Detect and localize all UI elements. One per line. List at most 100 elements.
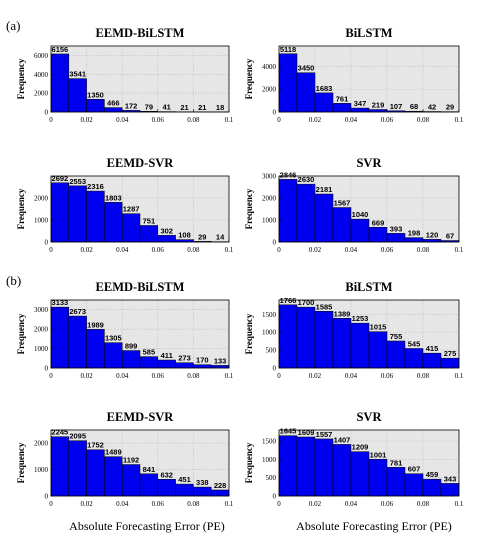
- bar: [175, 362, 194, 369]
- bar-value-label: 1567: [334, 199, 351, 208]
- x-tick-label: 0.02: [309, 500, 322, 508]
- x-tick-label: 0.04: [345, 372, 358, 380]
- bar: [104, 107, 123, 113]
- section-label-a: (a): [6, 18, 20, 33]
- bar-value-label: 3133: [52, 298, 69, 307]
- bar-value-label: 415: [426, 344, 439, 353]
- panel-title: BiLSTM: [345, 280, 392, 294]
- bar-value-label: 2846: [280, 170, 297, 179]
- bar: [86, 190, 105, 243]
- x-tick-label: 0.06: [381, 372, 394, 380]
- bar: [350, 322, 370, 369]
- x-axis-label-left: Absolute Forecasting Error (PE): [69, 519, 225, 533]
- bar: [104, 202, 123, 243]
- x-tick-label: 0.04: [345, 246, 358, 254]
- y-axis-label: Frequency: [244, 442, 254, 483]
- bar: [296, 306, 316, 369]
- x-tick-label: 0.06: [152, 500, 165, 508]
- bar-value-label: 172: [125, 101, 138, 110]
- bar-value-label: 451: [178, 475, 191, 484]
- bar: [368, 227, 388, 243]
- bar-value-label: 1287: [123, 205, 140, 214]
- bar-value-label: 393: [390, 224, 403, 233]
- y-tick-label: 4000: [262, 63, 277, 71]
- bar: [121, 213, 141, 243]
- y-axis-label: Frequency: [244, 188, 254, 229]
- plot-frame: [278, 429, 460, 497]
- x-tick-label: 0: [277, 246, 281, 254]
- bar: [386, 340, 406, 369]
- x-tick-label: 0.04: [345, 116, 358, 124]
- bar: [157, 479, 176, 497]
- bar: [386, 467, 406, 497]
- bar-value-label: 2630: [298, 175, 315, 184]
- y-tick-label: 2000: [34, 326, 49, 334]
- bar: [296, 436, 316, 497]
- bar: [404, 348, 424, 369]
- x-tick-label: 0.06: [381, 500, 394, 508]
- bar-value-label: 2553: [69, 177, 86, 186]
- bar: [175, 483, 194, 497]
- bar: [314, 92, 334, 113]
- x-axis-label-right: Absolute Forecasting Error (PE): [296, 519, 452, 533]
- y-tick-label: 1000: [34, 345, 49, 353]
- bar-value-label: 632: [160, 470, 173, 479]
- bar-value-label: 1305: [105, 334, 122, 343]
- bar-value-label: 1489: [105, 448, 122, 457]
- bar: [121, 464, 141, 497]
- bar: [296, 72, 316, 113]
- bar-value-label: 1015: [370, 323, 387, 332]
- bar-value-label: 2316: [87, 182, 104, 191]
- bar-value-label: 545: [408, 339, 421, 348]
- bar-value-label: 29: [446, 103, 454, 112]
- panel-title: SVR: [356, 156, 382, 170]
- x-tick-label: 0.04: [345, 500, 358, 508]
- y-tick-label: 1000: [262, 329, 277, 337]
- bar: [157, 359, 176, 369]
- bar-value-label: 1752: [87, 441, 104, 450]
- panel-title: EEMD-BiLSTM: [96, 26, 185, 40]
- bar: [50, 182, 70, 243]
- x-tick-label: 0.08: [187, 372, 200, 380]
- y-axis-label: Frequency: [244, 313, 254, 354]
- x-tick-label: 0.06: [152, 372, 165, 380]
- bar: [350, 107, 370, 113]
- bar-value-label: 5118: [280, 45, 296, 54]
- y-tick-label: 0: [45, 365, 49, 373]
- x-tick-label: 0.1: [225, 116, 234, 124]
- y-tick-label: 2000: [262, 195, 277, 203]
- x-tick-label: 0: [277, 372, 281, 380]
- bar: [86, 449, 105, 497]
- y-axis-label: Frequency: [244, 58, 254, 99]
- x-tick-label: 0: [49, 246, 53, 254]
- panel-title: BiLSTM: [345, 26, 392, 40]
- bar-value-label: 1350: [87, 90, 104, 99]
- bar-value-label: 347: [354, 99, 367, 108]
- bar: [157, 235, 176, 243]
- section-label-b: (b): [6, 273, 21, 288]
- bar-value-label: 273: [178, 354, 191, 363]
- x-tick-label: 0.06: [381, 246, 394, 254]
- y-tick-label: 0: [45, 239, 49, 247]
- y-tick-label: 0: [273, 493, 277, 501]
- bar-value-label: 120: [426, 230, 439, 239]
- y-tick-label: 6000: [34, 52, 49, 60]
- bar-value-label: 1989: [87, 320, 104, 329]
- bar-value-label: 1645: [280, 427, 297, 436]
- bar: [368, 331, 388, 369]
- y-tick-label: 0: [273, 109, 277, 117]
- y-tick-label: 1500: [262, 311, 277, 319]
- y-tick-label: 1000: [34, 217, 49, 225]
- bar-value-label: 1609: [298, 428, 315, 437]
- x-tick-label: 0.08: [417, 372, 430, 380]
- x-tick-label: 0.02: [80, 372, 93, 380]
- x-tick-label: 0.04: [116, 246, 129, 254]
- bar: [193, 364, 212, 369]
